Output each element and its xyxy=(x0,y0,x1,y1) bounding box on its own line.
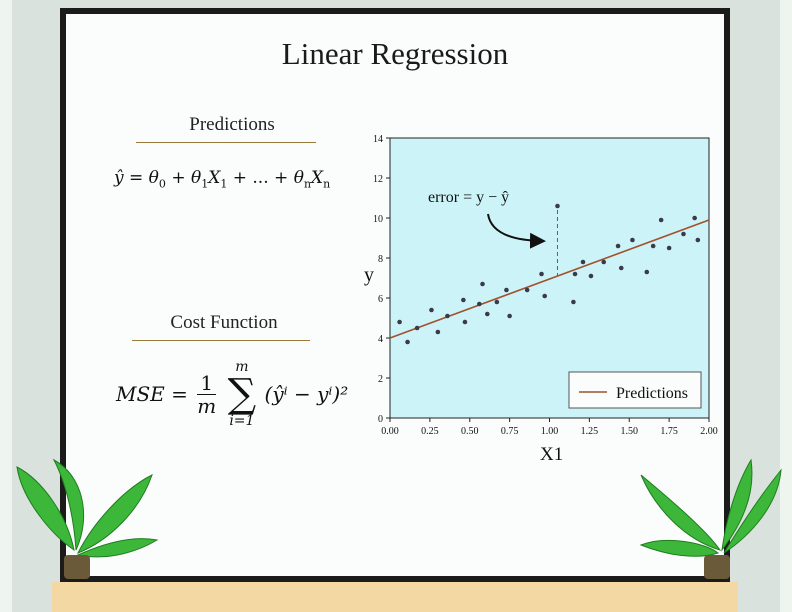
data-point xyxy=(580,259,586,265)
y-tick-label: 4 xyxy=(378,334,383,345)
pot-icon xyxy=(704,555,730,579)
cost-function-rule xyxy=(132,340,310,341)
data-point xyxy=(571,299,576,305)
predictions-heading: Predictions xyxy=(189,114,275,135)
y-tick-label: 10 xyxy=(373,214,383,225)
x-tick-label: 2.00 xyxy=(700,426,718,437)
data-point xyxy=(397,319,402,325)
data-point xyxy=(524,287,530,293)
data-point xyxy=(484,311,490,317)
pot-icon xyxy=(64,555,90,579)
cost-function-equation: MSE = 1 m m ∑ i=1 (ŷⁱ − yⁱ)² xyxy=(116,359,349,429)
predictions-rule xyxy=(136,142,316,143)
data-point xyxy=(462,319,468,325)
data-point xyxy=(494,299,500,305)
data-point xyxy=(692,215,697,221)
x-tick-label: 1.25 xyxy=(581,426,599,437)
x-tick-label: 1.00 xyxy=(541,426,559,437)
data-point xyxy=(666,245,672,251)
prediction-equation: ŷ = θ0 + θ1X1 + ... + θnXn xyxy=(114,168,331,191)
legend: Predictions xyxy=(568,371,702,409)
y-tick-label: 0 xyxy=(378,414,383,425)
right-wall-strip xyxy=(780,0,792,612)
y-axis: 0 2 4 6 8 10 12 14 xyxy=(373,134,390,425)
data-point xyxy=(630,237,635,243)
data-point xyxy=(414,325,420,331)
predictions-line xyxy=(389,219,710,339)
x-axis-label: X1 xyxy=(540,444,563,465)
leaf-icon xyxy=(639,458,782,557)
data-point xyxy=(445,313,450,319)
data-point xyxy=(615,243,621,249)
x-tick-label: 0.00 xyxy=(381,426,399,437)
floor-shelf xyxy=(52,582,738,612)
x-tick-label: 0.50 xyxy=(461,426,479,437)
page-title: Linear Regression xyxy=(281,36,509,71)
y-tick-label: 6 xyxy=(378,294,383,305)
data-point xyxy=(461,297,466,303)
x-tick-label: 0.75 xyxy=(501,426,519,437)
right-plant xyxy=(639,458,782,579)
legend-box xyxy=(568,371,702,409)
y-tick-label: 14 xyxy=(373,134,383,145)
data-point xyxy=(618,265,624,271)
y-tick-label: 12 xyxy=(373,174,383,185)
data-point xyxy=(477,301,482,307)
regression-chart: 0 2 4 6 8 10 12 14 0.00 0.25 0.50 0.75 1.00 1.25 1.50… xyxy=(364,134,718,465)
data-point xyxy=(429,307,434,313)
data-point xyxy=(601,259,607,265)
data-point xyxy=(650,243,656,249)
y-tick-label: 8 xyxy=(378,254,383,265)
leaf-icon xyxy=(16,458,159,558)
data-point xyxy=(644,269,650,275)
x-tick-label: 0.25 xyxy=(421,426,439,437)
data-point xyxy=(504,287,509,293)
data-point xyxy=(695,237,701,243)
x-axis: 0.00 0.25 0.50 0.75 1.00 1.25 1.50 1.75 2.00 xyxy=(381,418,718,437)
y-axis-label: y xyxy=(364,264,374,286)
x-tick-label: 1.50 xyxy=(621,426,639,437)
data-point xyxy=(435,329,441,335)
plot-area xyxy=(389,137,710,419)
left-plant xyxy=(16,458,159,579)
error-arrow xyxy=(487,213,546,249)
data-point xyxy=(572,271,578,277)
data-point xyxy=(480,281,485,287)
legend-label: Predictions xyxy=(616,385,688,402)
data-point xyxy=(681,231,686,237)
y-tick-label: 2 xyxy=(378,374,383,385)
cost-function-heading: Cost Function xyxy=(170,312,278,333)
data-point xyxy=(539,271,544,277)
x-tick-label: 1.75 xyxy=(660,426,678,437)
error-annotation: error = y − ŷ xyxy=(428,189,509,206)
data-point xyxy=(588,273,594,279)
data-points xyxy=(397,203,701,345)
data-point xyxy=(658,217,664,223)
data-point xyxy=(507,313,512,319)
data-point xyxy=(555,203,560,209)
data-point xyxy=(542,293,548,299)
data-point xyxy=(405,339,410,345)
left-wall-strip xyxy=(0,0,12,612)
